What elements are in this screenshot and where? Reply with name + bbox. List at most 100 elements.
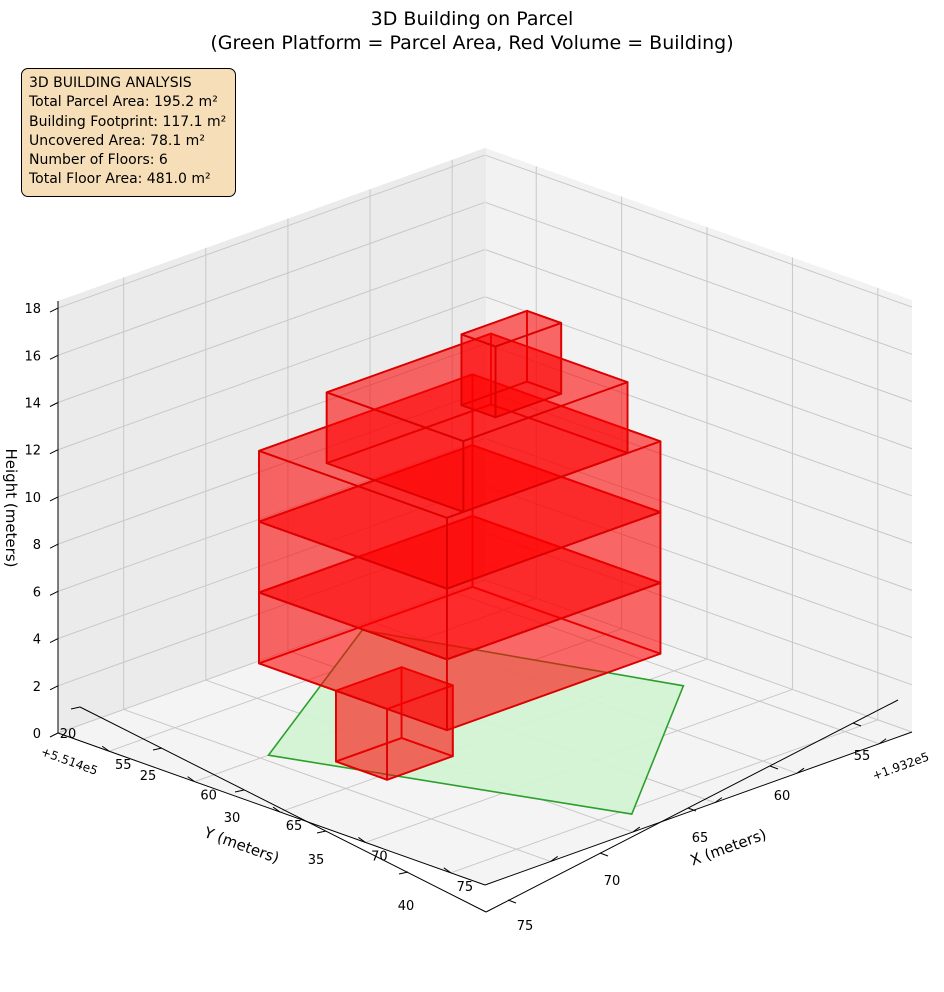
y-tick-mark [796,767,805,774]
z-grid-line-left [57,532,486,687]
z-grid-line-left [57,390,486,545]
z-grid-line-left [57,343,486,498]
y-tick-mark [714,797,723,804]
z-grid-line-back [484,579,913,733]
x-axis-line-front [485,699,899,913]
y-tick-mark-front [234,789,245,793]
x-tick-label: 70 [371,849,388,864]
z-grid-line-back [484,532,913,686]
x-tick-mark [443,867,452,874]
z-tick-mark [49,638,59,644]
z-tick-mark [49,354,59,360]
left-wall-pane [58,148,485,733]
floor-face-front [460,333,497,419]
z-tick-label: 16 [24,349,41,364]
chart-subtitle: (Green Platform = Parcel Area, Red Volum… [210,32,733,54]
y-axis-line [79,706,487,913]
z-grid-line-back [484,154,913,308]
z-grid-line-back [484,485,913,639]
x-tick-label: 75 [457,880,474,895]
z-grid-line-left [57,154,486,309]
z-tick-mark [49,732,59,738]
z-tick-mark [49,543,59,549]
x-tick-label-front: 70 [604,874,621,889]
x-tick-mark-front [769,765,779,770]
back-wall-pane [485,148,912,732]
z-axis-label: Height (meters) [2,449,20,568]
y-tick-label: 40 [398,899,415,914]
annotation-uncovered-area: Uncovered Area: 78.1 m² [29,132,205,149]
z-tick-mark [49,307,59,313]
floor-face-top [325,332,629,443]
z-grid-line-back [484,390,913,544]
x-grid-line-floor [450,719,879,874]
z-grid-line-left [57,201,486,356]
x-tick-mark [272,806,281,813]
z-grid-line-left [57,485,486,640]
annotation-floor-area: Total Floor Area: 481.0 m² [29,171,211,188]
x-tick-mark [101,745,110,752]
chart-title: 3D Building on Parcel [371,8,574,30]
x-axis-offset-label: +1.932e5 [870,749,931,782]
y-tick-mark [550,856,558,862]
z-tick-mark [49,402,59,407]
y-tick-mark [632,826,641,833]
building-floor-1 [334,666,454,781]
x-axis-line [57,732,486,886]
x-tick-mark-front [599,852,609,857]
z-tick-mark [49,496,59,502]
building-floor-3 [258,444,662,661]
z-tick-label: 4 [33,633,41,648]
y-tick-mark-front [70,706,81,710]
x-tick-label-front: 60 [774,789,791,804]
analysis-annotation-box: 3D BUILDING ANALYSIS Total Parcel Area: … [21,68,236,197]
z-tick-label: 0 [33,727,41,742]
x-grid-line-floor [109,597,537,752]
y-tick-mark-front [316,830,327,834]
z-grid-line-back [484,249,913,402]
x-tick-label: 65 [286,819,303,834]
z-tick-label: 2 [33,680,41,695]
z-grid-line-back [484,201,913,355]
annotation-heading: 3D BUILDING ANALYSIS [29,75,192,91]
y-axis-offset-label: +5.514e5 [39,744,100,777]
z-grid-line-left [57,296,486,451]
annotation-floor-count: Number of Floors: 6 [29,152,168,169]
y-tick-label: 30 [224,811,241,826]
z-grid-line-back [484,437,913,591]
floor-face-top [460,309,563,348]
y-tick-mark [878,738,887,745]
x-tick-label-front: 55 [854,749,871,764]
z-tick-mark [49,449,59,455]
z-tick-mark [49,685,59,691]
x-tick-mark [187,776,195,783]
z-tick-label: 10 [24,491,41,506]
x-tick-label: 55 [115,758,132,773]
z-grid-line-left [57,437,486,592]
y-tick-mark-front [152,747,163,751]
y-grid-line-floor [123,708,551,862]
z-tick-label: 12 [24,444,41,459]
y-tick-label: 25 [140,769,157,784]
x-tick-label: 60 [200,789,217,804]
x-tick-mark [358,837,366,843]
annotation-footprint: Building Footprint: 117.1 m² [29,113,227,130]
floor-face-top [258,373,662,519]
z-grid-line-left [57,579,486,734]
y-axis-label: Y (meters) [201,823,282,867]
y-tick-label: 20 [60,727,77,742]
annotation-parcel-area: Total Parcel Area: 195.2 m² [29,94,218,111]
z-grid-line-left [57,249,486,403]
parcel-platform [267,629,685,815]
z-tick-label: 6 [33,585,41,600]
x-tick-mark-front [507,899,517,904]
y-tick-label: 35 [308,853,325,868]
building-floor-6 [460,309,563,419]
z-tick-mark [49,590,59,596]
z-tick-label: 18 [24,302,41,317]
y-axis-line-right [484,731,913,886]
y-tick-mark-front [398,871,409,875]
